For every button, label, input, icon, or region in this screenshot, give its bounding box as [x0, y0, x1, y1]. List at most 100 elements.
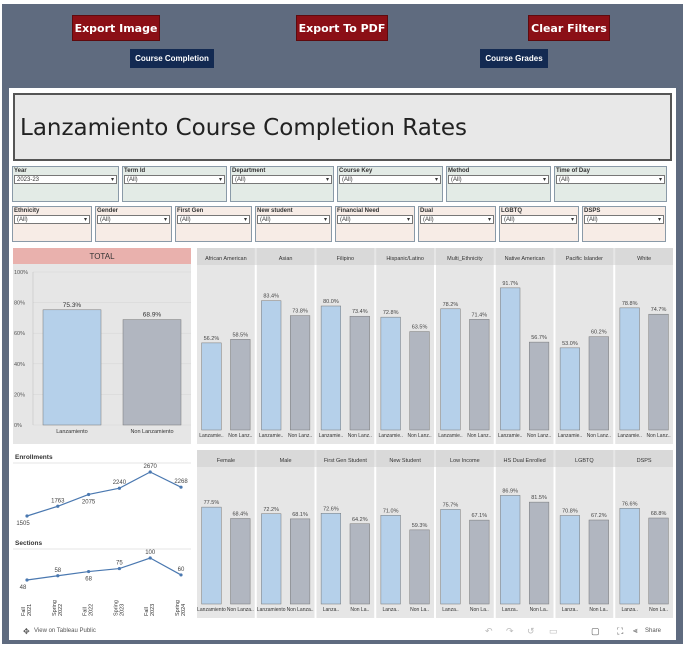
redo-icon[interactable]: ↷: [506, 626, 514, 636]
filter-dropdown[interactable]: (All): [556, 175, 665, 184]
comment-icon[interactable]: ▢: [591, 626, 600, 636]
filter-dropdown[interactable]: (All): [420, 215, 494, 224]
filter-dropdown[interactable]: (All): [584, 215, 664, 224]
filter-dsps[interactable]: DSPS (All): [582, 206, 666, 242]
value-label: 68.8%: [651, 511, 667, 517]
data-point[interactable]: [56, 504, 60, 508]
bar-multi-ethnicity-lanzamiento[interactable]: [440, 308, 461, 431]
bar-hispanic-latino-non-lanzamiento[interactable]: [409, 331, 430, 431]
filter-dropdown[interactable]: (All): [97, 215, 170, 224]
y-tick-label: 60%: [14, 331, 25, 337]
filter-dropdown[interactable]: (All): [501, 215, 577, 224]
bar-white-lanzamiento[interactable]: [619, 307, 640, 431]
tableau-toolbar: ✥ View on Tableau Public ↶ ↷ ↺ ▭ ▢ ⛶ ⫷ S…: [9, 622, 676, 640]
group-header: [197, 248, 255, 265]
bar-african-american-non-lanzamiento[interactable]: [230, 339, 251, 431]
filter-dropdown[interactable]: (All): [14, 215, 90, 224]
bar-filipino-lanzamiento[interactable]: [320, 305, 342, 431]
filter-year[interactable]: Year 2023-23: [12, 166, 119, 202]
x-tick-label: Spring2023: [113, 600, 125, 616]
data-point[interactable]: [25, 578, 29, 582]
filter-dropdown[interactable]: (All): [337, 215, 413, 224]
filter-method[interactable]: Method (All): [446, 166, 551, 202]
bar-hispanic-latino-lanzamiento[interactable]: [380, 316, 401, 431]
filter-dropdown[interactable]: (All): [448, 175, 549, 184]
bar-asian-non-lanzamiento[interactable]: [289, 315, 311, 431]
bar-lgbtq-lanzamiento[interactable]: [559, 515, 581, 605]
value-label: 70.8%: [562, 509, 578, 515]
bar-male-lanzamiento[interactable]: [261, 513, 282, 605]
bar-new-student-lanzamiento[interactable]: [380, 515, 401, 605]
bar-native-american-non-lanzamiento[interactable]: [528, 341, 550, 431]
pause-icon[interactable]: ▭: [549, 626, 558, 636]
filter-term-id[interactable]: Term Id (All): [122, 166, 227, 202]
category-label: Lanzamie..: [558, 433, 582, 439]
data-point[interactable]: [87, 492, 91, 497]
bar-female-lanzamiento[interactable]: [201, 506, 222, 605]
bar-lgbtq-non-lanzamiento[interactable]: [588, 519, 609, 605]
bar-lanzamiento[interactable]: [42, 309, 102, 426]
category-label: Non La..: [350, 607, 369, 613]
bar-dsps-lanzamiento[interactable]: [619, 508, 640, 605]
bar-pacific-islander-non-lanzamiento[interactable]: [588, 336, 609, 431]
bar-native-american-lanzamiento[interactable]: [500, 287, 521, 431]
group-header: [376, 248, 434, 265]
bar-asian-lanzamiento[interactable]: [261, 300, 282, 431]
share-icon[interactable]: ⫷: [633, 626, 638, 635]
bar-new-student-non-lanzamiento[interactable]: [409, 529, 430, 605]
bar-hs-dual-enrolled-lanzamiento[interactable]: [500, 495, 521, 605]
filter-financial-need[interactable]: Financial Need (All): [335, 206, 415, 242]
category-label: Non Lanz..: [527, 433, 551, 439]
bar-hs-dual-enrolled-non-lanzamiento[interactable]: [528, 501, 550, 605]
filter-time-of-day[interactable]: Time of Day (All): [554, 166, 667, 202]
undo-icon[interactable]: ↶: [485, 626, 493, 636]
data-point[interactable]: [117, 566, 121, 571]
filter-department[interactable]: Department (All): [230, 166, 334, 202]
share-label[interactable]: Share: [645, 628, 662, 634]
filter-course-key[interactable]: Course Key (All): [337, 166, 443, 202]
data-point[interactable]: [25, 514, 29, 518]
filter-new-student[interactable]: New student (All): [255, 206, 332, 242]
bar-dsps-non-lanzamiento[interactable]: [648, 517, 669, 605]
bar-white-non-lanzamiento[interactable]: [648, 313, 669, 431]
filter-gender[interactable]: Gender (All): [95, 206, 172, 242]
category-label: Non Lanza..: [287, 607, 314, 613]
bar-first-gen-student-lanzamiento[interactable]: [320, 513, 342, 605]
bar-pacific-islander-lanzamiento[interactable]: [559, 347, 581, 431]
filter-lgbtq[interactable]: LGBTQ (All): [499, 206, 579, 242]
data-point[interactable]: [179, 573, 183, 577]
export-image-button[interactable]: Export Image: [72, 15, 160, 41]
filter-dual[interactable]: Dual (All): [418, 206, 496, 242]
course-completion-tab[interactable]: Course Completion: [130, 49, 214, 68]
data-point[interactable]: [117, 486, 121, 490]
filter-dropdown[interactable]: (All): [257, 215, 330, 224]
filter-dropdown[interactable]: 2023-23: [14, 175, 117, 184]
filter-first-gen[interactable]: First Gen (All): [175, 206, 252, 242]
view-on-tableau-link[interactable]: View on Tableau Public: [34, 628, 96, 634]
filter-dropdown[interactable]: (All): [339, 175, 441, 184]
data-point[interactable]: [179, 485, 183, 489]
clear-filters-button[interactable]: Clear Filters: [528, 15, 610, 41]
bar-non-lanzamiento[interactable]: [122, 319, 182, 426]
bar-african-american-lanzamiento[interactable]: [201, 342, 222, 431]
bar-low-income-non-lanzamiento[interactable]: [469, 519, 490, 605]
revert-icon[interactable]: ↺: [527, 626, 535, 636]
filter-dropdown[interactable]: (All): [232, 175, 332, 184]
filter-dropdown[interactable]: (All): [177, 215, 250, 224]
data-point[interactable]: [148, 556, 152, 560]
data-point[interactable]: [56, 574, 60, 578]
bar-male-non-lanzamiento[interactable]: [289, 518, 311, 605]
filter-ethnicity[interactable]: Ethnicity (All): [12, 206, 92, 242]
data-point[interactable]: [148, 470, 152, 474]
bar-filipino-non-lanzamiento[interactable]: [349, 315, 370, 431]
data-point[interactable]: [87, 569, 91, 574]
export-pdf-button[interactable]: Export To PDF: [296, 15, 388, 41]
group-label: Female: [217, 458, 235, 464]
fullscreen-icon[interactable]: ⛶: [617, 626, 624, 636]
course-grades-tab[interactable]: Course Grades: [480, 49, 548, 68]
filter-dropdown[interactable]: (All): [124, 175, 225, 184]
bar-female-non-lanzamiento[interactable]: [230, 518, 251, 605]
bar-first-gen-student-non-lanzamiento[interactable]: [349, 523, 370, 605]
bar-low-income-lanzamiento[interactable]: [440, 509, 461, 605]
bar-multi-ethnicity-non-lanzamiento[interactable]: [469, 319, 490, 431]
